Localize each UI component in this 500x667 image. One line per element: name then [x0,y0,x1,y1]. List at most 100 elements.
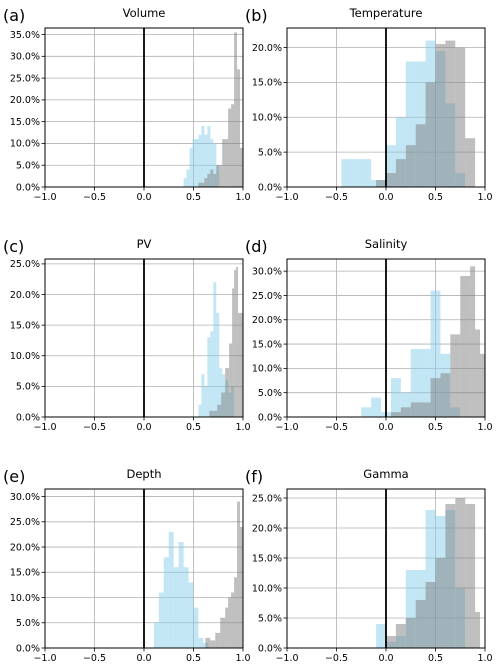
bar-blue [178,542,184,648]
series-gray [198,32,243,187]
bar-gray [225,607,229,648]
bar-gray [207,173,211,187]
y-tick-label: 15.0% [252,78,282,89]
bar-gray [475,329,481,417]
bar-gray [390,412,401,417]
x-tick-label: 0.5 [186,192,201,203]
y-tick-label: 20.0% [10,290,40,301]
bar-blue [430,290,441,417]
bar-gray [475,612,481,648]
bar-gray [205,637,211,648]
bar-gray [231,104,235,187]
y-tick-label: 25.0% [10,517,40,528]
x-tick-label: −0.5 [83,653,106,664]
y-tick-label: 20.0% [10,542,40,553]
panel-depth: −1.0 −0.5 0.0 0.5 1.0 0.0% 5.0% 10.0% 15.0% 20.0%… [3,467,251,664]
y-tick-label: 25.0% [10,259,40,270]
bar-gray [201,182,205,187]
x-tick-label: 0.0 [378,422,393,433]
panel-gamma: −1.0 −0.5 0.0 0.5 1.0 0.0% 5.0% 10.0% 15.0% 20.0%… [245,467,493,664]
y-tick-label: 30.0% [252,266,282,277]
bar-gray [465,504,476,648]
bar-gray [213,410,218,417]
bar-blue [371,397,382,417]
bar-blue [168,531,174,648]
bar-blue [400,392,411,417]
bar-blue [405,570,416,648]
bar-gray [425,82,436,187]
bar-gray [237,501,241,648]
x-tick-label: −1.0 [33,653,56,664]
x-tick-label: −0.5 [83,422,106,433]
y-tick-label: 20.0% [10,95,40,106]
y-tick-label: 20.0% [252,523,282,534]
bar-gray [220,617,226,648]
bar-blue [201,126,205,187]
bar-gray [400,407,411,417]
y-tick-label: 5.0% [258,147,282,158]
bar-gray [232,288,235,417]
y-tick-label: 5.0% [16,618,40,629]
bar-gray [410,402,421,417]
bar-blue [163,557,169,648]
bar-blue [195,139,199,187]
bar-blue [207,126,211,187]
bar-gray [234,32,238,187]
bar-gray [234,577,238,648]
series-gray [386,498,481,648]
bar-gray [395,159,406,187]
y-tick-label: 15.0% [10,117,40,128]
x-tick-label: −1.0 [33,422,56,433]
x-tick-label: 0.0 [136,192,151,203]
panel-label: (e) [3,467,25,486]
y-tick-label: 5.0% [16,161,40,172]
y-tick-label: 0.0% [16,643,40,654]
bar-blue [410,348,431,417]
y-tick-label: 20.0% [252,43,282,54]
y-tick-label: 0.0% [258,412,282,423]
bar-blue [173,567,179,648]
bar-gray [198,182,202,187]
y-tick-label: 0.0% [16,412,40,423]
bar-blue [213,143,217,187]
y-tick-label: 10.0% [10,593,40,604]
bar-gray [210,169,214,187]
bar-gray [376,180,386,187]
x-tick-label: 0.0 [378,192,393,203]
y-tick-label: 10.0% [10,139,40,150]
bar-blue [395,117,406,187]
bar-gray [460,276,471,417]
bar-gray [480,353,485,417]
y-tick-label: 15.0% [10,320,40,331]
x-tick-label: −0.5 [325,422,348,433]
bar-gray [415,600,426,648]
bar-blue [341,159,357,187]
bar-blue [198,134,202,187]
x-tick-label: −0.5 [83,192,106,203]
bar-blue [425,510,436,648]
bar-gray [405,145,416,187]
bar-gray [420,402,431,417]
bar-gray [435,44,446,187]
bar-gray [455,47,466,187]
y-tick-label: 0.0% [258,182,282,193]
y-tick-label: 30.0% [10,52,40,63]
x-tick-label: −0.5 [325,653,348,664]
bar-blue [198,404,202,417]
panel-title: Salinity [365,237,408,251]
bar-gray [415,124,426,187]
bar-gray [234,270,237,417]
x-tick-label: −1.0 [33,192,56,203]
bar-gray [228,108,232,187]
x-tick-label: 0.5 [428,422,443,433]
bar-gray [450,334,461,417]
series-gray [205,501,243,648]
bar-gray [470,266,476,417]
bar-blue [219,368,223,417]
panel-label: (f) [245,467,263,486]
x-tick-label: 0.0 [136,422,151,433]
x-tick-label: −1.0 [275,192,298,203]
bar-blue [186,169,190,187]
x-tick-label: 0.0 [136,653,151,664]
bar-gray [455,498,466,648]
